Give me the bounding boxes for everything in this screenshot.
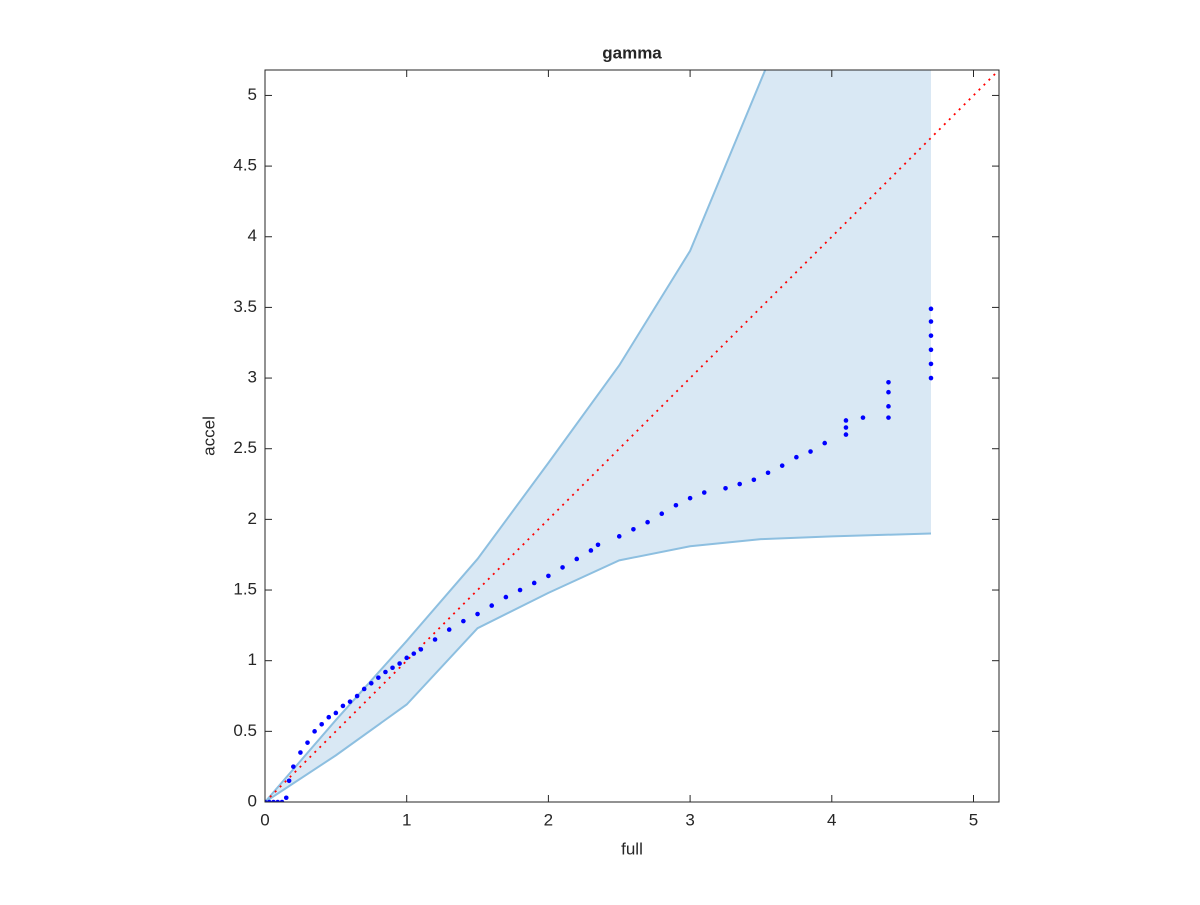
y-tick-label: 2.5: [233, 438, 257, 457]
point: [765, 470, 771, 476]
axes-box: [264, 69, 1000, 803]
point: [560, 565, 565, 570]
y-tick-label: 3.5: [233, 297, 257, 316]
x-axis-label: full: [621, 839, 643, 858]
point: [631, 526, 636, 532]
y-tick-label: 5: [248, 85, 257, 104]
x-tick-label: 3: [685, 810, 694, 829]
point: [354, 693, 360, 699]
y-axis-label: accel: [199, 416, 218, 456]
plot-area: [265, 70, 999, 802]
y-tick-label: 4.5: [233, 156, 257, 175]
point: [723, 485, 728, 491]
point: [283, 795, 289, 801]
band-fill: [265, 70, 931, 802]
point: [475, 611, 480, 617]
point: [645, 519, 650, 525]
point: [659, 511, 665, 517]
point: [517, 587, 523, 593]
point: [347, 699, 353, 704]
point: [928, 375, 934, 381]
point: [266, 799, 272, 802]
point: [291, 764, 296, 769]
point: [432, 637, 438, 642]
point: [271, 799, 276, 802]
point: [794, 454, 799, 460]
point: [886, 404, 891, 409]
y-tick-label: 0.5: [233, 721, 257, 740]
point: [376, 675, 381, 680]
point: [275, 799, 281, 802]
x-tick-label: 1: [402, 810, 411, 829]
point: [595, 542, 601, 548]
point: [312, 729, 317, 734]
point: [383, 669, 388, 675]
point: [305, 740, 310, 745]
point: [928, 347, 934, 353]
point: [843, 432, 849, 437]
point: [279, 799, 285, 802]
point: [687, 495, 693, 501]
point: [779, 463, 785, 468]
point: [886, 415, 891, 420]
point: [286, 778, 292, 784]
point: [326, 714, 332, 720]
point: [860, 415, 866, 420]
point: [616, 534, 622, 539]
x-tick-label: 5: [969, 810, 978, 829]
point: [843, 418, 849, 423]
point: [886, 389, 891, 395]
x-tick-label: 0: [260, 810, 269, 829]
point: [546, 573, 551, 579]
point: [319, 721, 324, 727]
y-tick-label: 1: [248, 650, 257, 669]
point: [503, 594, 509, 600]
point: [843, 425, 849, 430]
point: [411, 651, 417, 656]
point: [265, 799, 268, 802]
point: [489, 603, 495, 608]
point: [737, 481, 742, 487]
y-tick-label: 2: [248, 509, 257, 528]
point: [822, 440, 828, 446]
x-tick-label: 2: [544, 810, 553, 829]
point: [673, 502, 679, 508]
point: [751, 477, 757, 483]
y-tick-label: 3: [248, 368, 257, 387]
point: [928, 306, 934, 312]
point: [368, 680, 374, 686]
point: [808, 449, 813, 454]
point: [446, 627, 452, 632]
chart-title: gamma: [602, 43, 662, 62]
point: [928, 319, 934, 324]
band-upper: [265, 70, 767, 802]
point: [928, 333, 934, 338]
x-tick-label: 4: [827, 810, 836, 829]
point: [531, 580, 537, 586]
point: [404, 655, 409, 661]
point: [390, 665, 395, 671]
point: [397, 661, 402, 666]
point: [701, 490, 707, 495]
point: [886, 380, 891, 385]
point: [361, 686, 367, 692]
y-tick-label: 1.5: [233, 580, 257, 599]
y-tick-label: 0: [248, 791, 257, 810]
reference-line: [265, 70, 999, 802]
point: [461, 618, 466, 624]
point: [340, 703, 346, 709]
point: [333, 710, 339, 716]
point: [928, 361, 934, 367]
point: [298, 750, 303, 755]
point: [418, 647, 424, 652]
point: [574, 556, 580, 562]
y-tick-label: 4: [248, 226, 257, 245]
band-lower: [265, 532, 932, 802]
point: [588, 548, 594, 553]
